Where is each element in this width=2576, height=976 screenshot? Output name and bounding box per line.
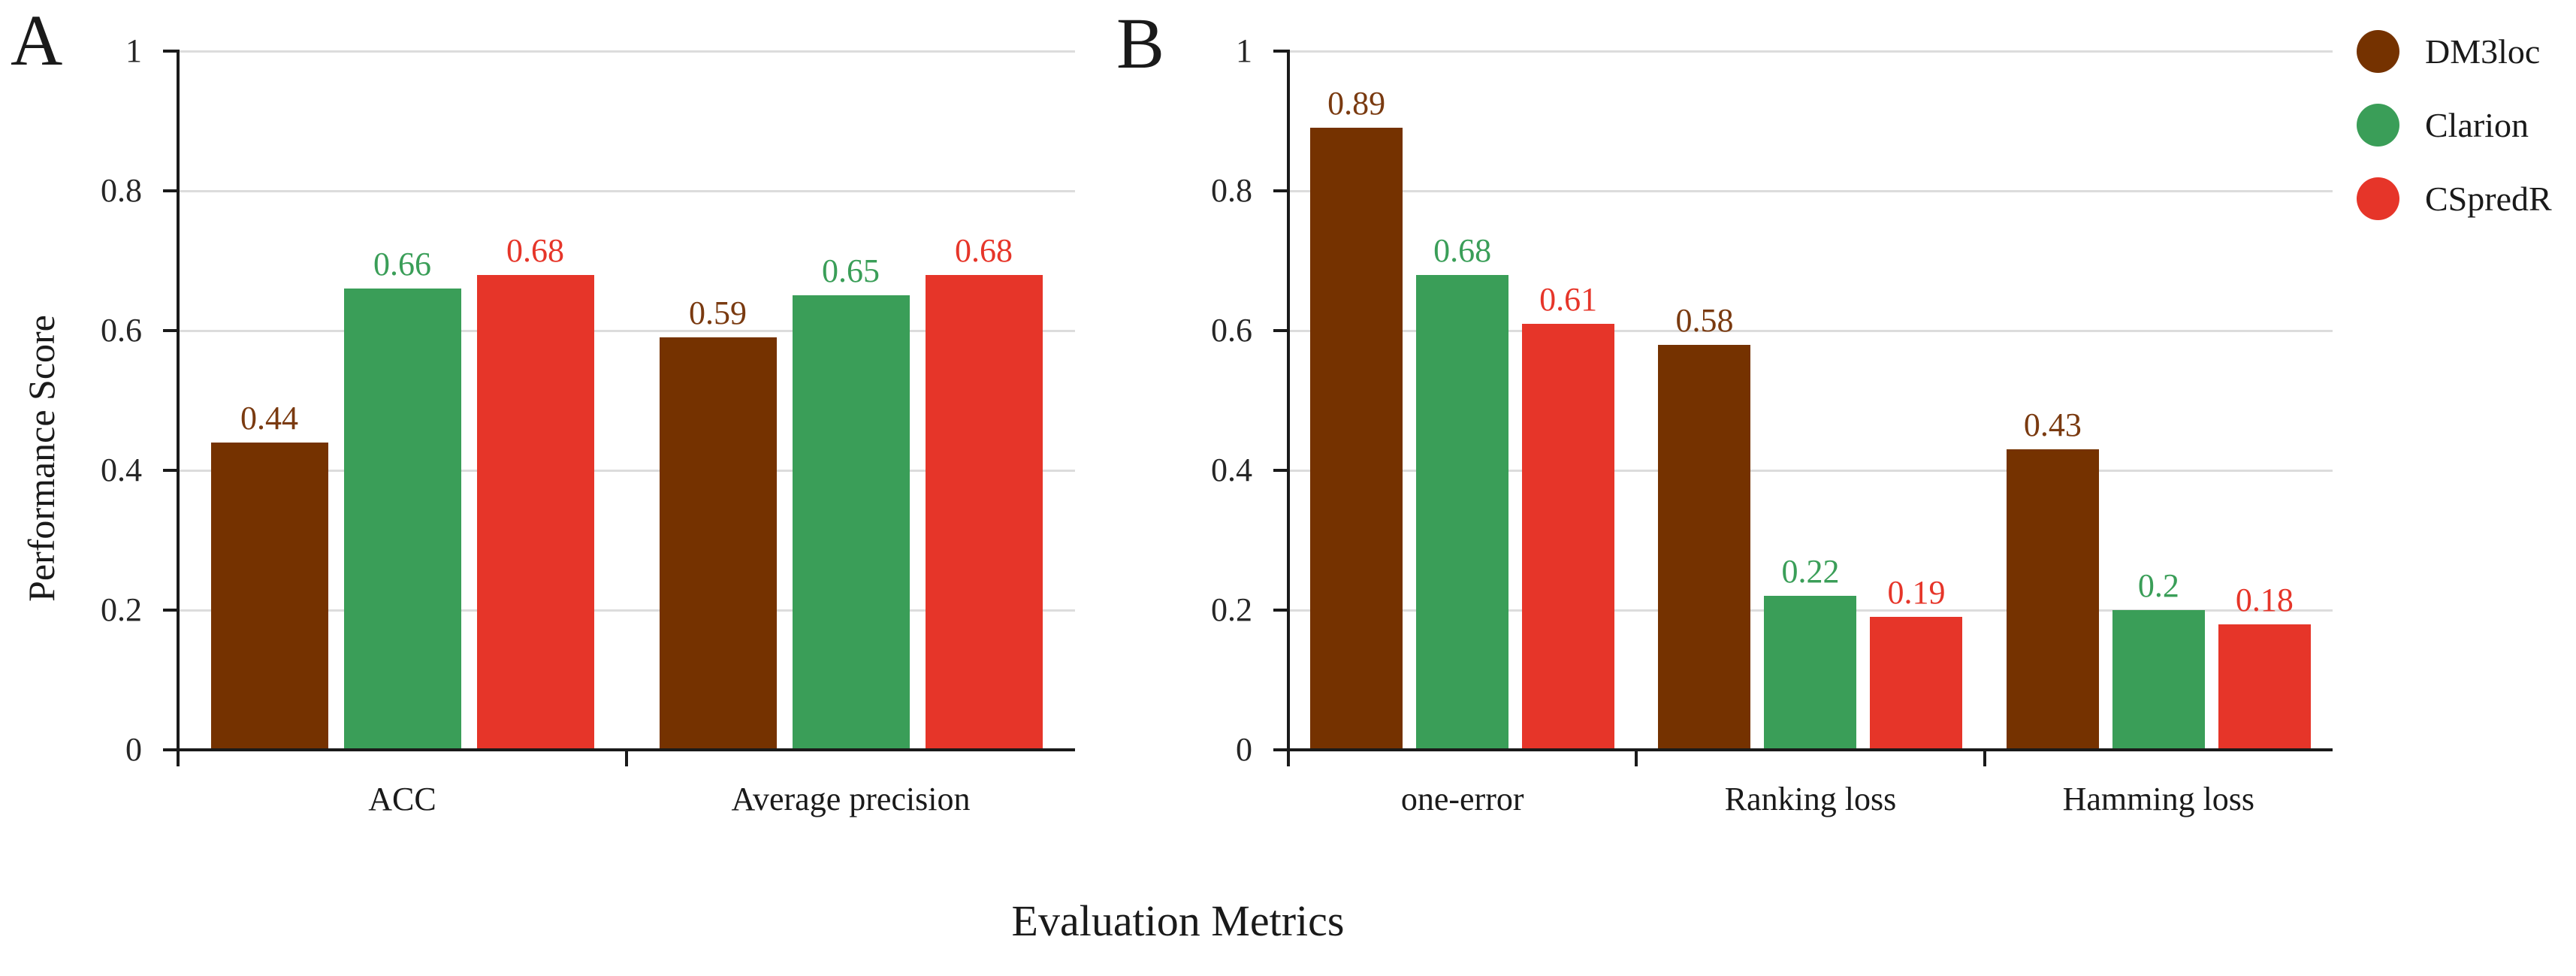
y-axis-line — [177, 50, 180, 766]
bar-value-label: 0.66 — [373, 246, 431, 283]
bar-Clarion-Ranking loss: 0.22 — [1764, 555, 1857, 750]
x-tick-label-Average precision: Average precision — [731, 781, 971, 817]
y-tick-label-0: 0 — [125, 731, 142, 768]
legend-swatch-icon — [2357, 177, 2399, 220]
y-axis-tick-1 — [1273, 50, 1288, 53]
bar-DM3loc-Hamming loss: 0.43 — [2006, 409, 2099, 750]
y-axis-tick-0.2 — [1273, 609, 1288, 612]
bar-group-ACC: 0.44 0.66 0.68 — [178, 51, 627, 750]
bar-DM3loc-one-error: 0.89 — [1310, 87, 1403, 750]
x-axis-tick — [1983, 750, 1986, 766]
bar-CSpredR-one-error: 0.61 — [1522, 283, 1615, 750]
bar-CSpredR-Ranking loss: 0.19 — [1870, 576, 1963, 750]
y-axis-tick-0.4 — [1273, 469, 1288, 472]
y-tick-label-0.8: 0.8 — [101, 172, 142, 209]
bar-CSpredR-ACC: 0.68 — [476, 234, 594, 750]
bar-group-Average precision: 0.59 0.65 0.68 — [627, 51, 1075, 750]
y-axis-line — [1287, 50, 1290, 766]
gridline-y-0.4 — [1288, 469, 2333, 472]
bar-value-label: 0.65 — [822, 252, 880, 289]
bar-group-Hamming loss: 0.43 0.2 0.18 — [1985, 51, 2333, 750]
y-axis-tick-0 — [163, 748, 178, 751]
legend-label: CSpredR — [2425, 179, 2552, 218]
bar-value-label: 0.44 — [240, 400, 298, 437]
bar-value-label: 0.68 — [1433, 232, 1492, 269]
x-tick-label-Ranking loss: Ranking loss — [1724, 781, 1897, 817]
y-tick-label-0.2: 0.2 — [1211, 591, 1252, 628]
legend-label: DM3loc — [2425, 32, 2541, 71]
y-tick-label-1: 1 — [1236, 32, 1252, 69]
y-tick-label-0.8: 0.8 — [1211, 172, 1252, 209]
x-tick-label-ACC: ACC — [368, 781, 436, 817]
y-tick-label-1: 1 — [125, 32, 142, 69]
gridline-y-0.8 — [178, 189, 1075, 192]
y-axis-tick-0.8 — [1273, 189, 1288, 192]
bar-DM3loc-ACC: 0.44 — [210, 402, 328, 750]
gridline-y-0.2 — [178, 609, 1075, 612]
legend: DM3loc Clarion CSpredR — [2357, 30, 2552, 220]
x-axis-tick — [625, 750, 628, 766]
bar-Clarion-one-error: 0.68 — [1416, 234, 1509, 750]
bar-Clarion-ACC: 0.66 — [343, 248, 461, 750]
y-axis-tick-0.8 — [163, 189, 178, 192]
x-axis-line — [1287, 748, 2333, 751]
gridline-y-0.6 — [1288, 329, 2333, 332]
bar-CSpredR-Hamming loss: 0.18 — [2218, 584, 2311, 750]
y-axis-tick-0.6 — [1273, 329, 1288, 332]
bar-value-label: 0.61 — [1539, 281, 1598, 318]
bar-value-label: 0.19 — [1887, 574, 1946, 611]
x-axis-title: Evaluation Metrics — [1011, 896, 1345, 945]
y-tick-label-0: 0 — [1236, 731, 1252, 768]
bar-value-label: 0.59 — [689, 295, 747, 331]
bar-value-label: 0.68 — [506, 232, 564, 269]
bar-Clarion-Average precision: 0.65 — [792, 255, 910, 750]
gridline-y-0.6 — [178, 329, 1075, 332]
y-axis-tick-1 — [163, 50, 178, 53]
x-tick-label-one-error: one-error — [1400, 781, 1524, 817]
bar-value-label: 0.2 — [2137, 567, 2179, 604]
bar-value-label: 0.68 — [955, 232, 1013, 269]
y-tick-label-0.6: 0.6 — [101, 312, 142, 349]
y-axis-tick-0.4 — [163, 469, 178, 472]
gridline-y-1 — [1288, 50, 2333, 53]
y-axis-tick-0.6 — [163, 329, 178, 332]
gridline-y-0.4 — [178, 469, 1075, 472]
bar-group-one-error: 0.89 0.68 0.61 — [1288, 51, 1636, 750]
bar-value-label: 0.18 — [2235, 582, 2294, 618]
x-tick-label-Hamming loss: Hamming loss — [2062, 781, 2255, 817]
y-axis-tick-0.2 — [163, 609, 178, 612]
bar-value-label: 0.22 — [1781, 553, 1840, 590]
bar-value-label: 0.89 — [1327, 85, 1386, 122]
y-axis-tick-0 — [1273, 748, 1288, 751]
legend-item-Clarion: Clarion — [2357, 104, 2552, 147]
x-axis-tick — [1635, 750, 1638, 766]
bar-value-label: 0.58 — [1675, 302, 1734, 339]
gridline-y-0.8 — [1288, 189, 2333, 192]
bar-Clarion-Hamming loss: 0.2 — [2112, 570, 2205, 750]
bar-group-Ranking loss: 0.58 0.22 0.19 — [1636, 51, 1984, 750]
panel-a-letter: A — [11, 0, 63, 80]
y-tick-label-0.4: 0.4 — [1211, 452, 1252, 488]
bar-DM3loc-Ranking loss: 0.58 — [1658, 304, 1751, 750]
y-tick-label-0.4: 0.4 — [101, 452, 142, 488]
legend-item-DM3loc: DM3loc — [2357, 30, 2552, 73]
bar-CSpredR-Average precision: 0.68 — [925, 234, 1043, 750]
gridline-y-1 — [178, 50, 1075, 53]
legend-swatch-icon — [2357, 104, 2399, 147]
bar-value-label: 0.43 — [2023, 406, 2082, 443]
legend-label: Clarion — [2425, 105, 2529, 144]
panel-b-letter: B — [1116, 3, 1165, 83]
y-tick-label-0.6: 0.6 — [1211, 312, 1252, 349]
y-tick-label-0.2: 0.2 — [101, 591, 142, 628]
bar-DM3loc-Average precision: 0.59 — [659, 297, 777, 750]
legend-swatch-icon — [2357, 30, 2399, 73]
legend-item-CSpredR: CSpredR — [2357, 177, 2552, 220]
